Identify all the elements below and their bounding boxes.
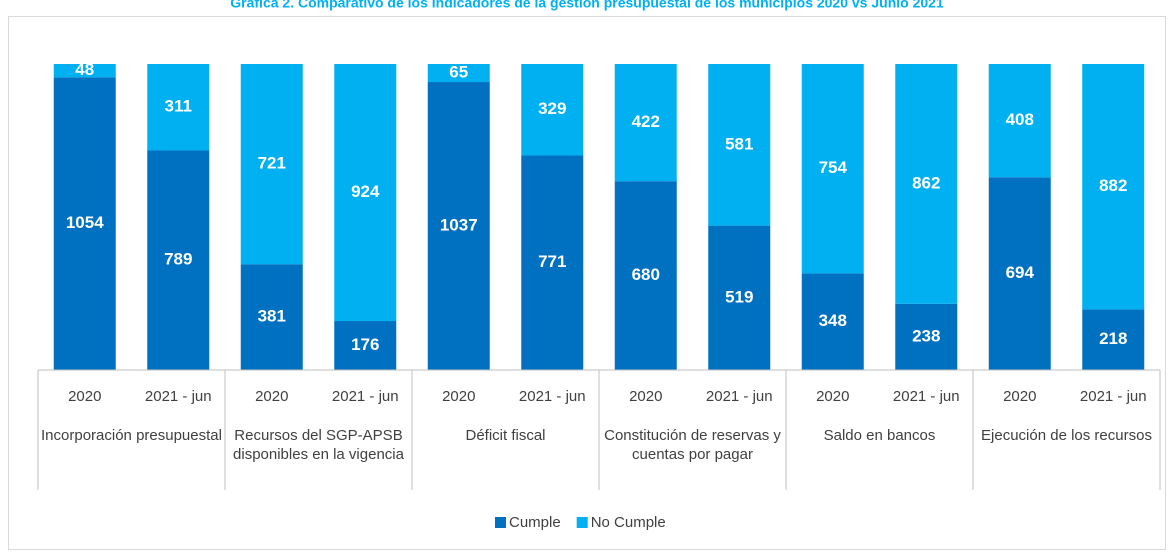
data-label: 408 <box>1006 110 1034 129</box>
bar-segment <box>614 181 677 370</box>
group-label: Incorporación presupuestal <box>41 427 222 444</box>
x-tick-label: 2020 <box>68 388 101 405</box>
x-tick-label: 2021 - jun <box>893 388 960 405</box>
bar-segment <box>240 64 303 265</box>
group-label: Constitución de reservas y cuentas por p… <box>604 427 781 463</box>
data-label: 218 <box>1099 329 1127 348</box>
data-label: 694 <box>1006 263 1035 282</box>
bar-segment <box>334 321 397 370</box>
group-label: Saldo en bancos <box>823 427 936 444</box>
legend-label: No Cumple <box>591 514 666 531</box>
bar-segment <box>895 303 958 370</box>
bar-segment <box>334 64 397 322</box>
bar-segment <box>895 64 958 304</box>
x-tick-label: 2021 - jun <box>1080 388 1147 405</box>
x-tick-label: 2020 <box>1003 388 1036 405</box>
bar-segment <box>708 225 771 370</box>
data-label: 1037 <box>440 216 478 235</box>
bar-segment <box>427 82 490 370</box>
data-label: 680 <box>632 265 660 284</box>
data-label: 422 <box>632 112 660 131</box>
bar-segment <box>147 150 210 370</box>
bar-segment <box>521 64 584 156</box>
group-label: Recursos del SGP-APSB disponibles en la … <box>233 427 404 463</box>
data-label: 348 <box>819 311 847 330</box>
bar-segment <box>988 177 1051 370</box>
legend-swatch <box>495 517 506 528</box>
data-label: 924 <box>351 182 380 201</box>
data-label: 754 <box>819 158 848 177</box>
x-tick-label: 2021 - jun <box>332 388 399 405</box>
data-label: 238 <box>912 326 940 345</box>
data-label: 771 <box>538 252 566 271</box>
bar-segment <box>801 273 864 370</box>
legend-swatch <box>576 517 588 528</box>
bar-segment <box>53 64 116 78</box>
bar-segment <box>53 77 116 370</box>
group-label: Déficit fiscal <box>465 427 546 444</box>
data-label: 381 <box>258 307 286 326</box>
x-tick-label: 2021 - jun <box>519 388 586 405</box>
x-tick-label: 2021 - jun <box>706 388 773 405</box>
data-label: 65 <box>449 63 468 82</box>
x-tick-label: 2020 <box>629 388 662 405</box>
bar-segment <box>1082 64 1145 310</box>
data-label: 311 <box>165 97 192 116</box>
bar-segment <box>614 64 677 182</box>
group-label: Ejecución de los recursos <box>981 427 1152 444</box>
bar-segment <box>1082 309 1145 370</box>
x-tick-label: 2020 <box>816 388 849 405</box>
data-label: 882 <box>1099 176 1127 195</box>
x-tick-label: 2021 - jun <box>145 388 212 405</box>
x-tick-label: 2020 <box>255 388 288 405</box>
data-label: 862 <box>912 173 940 192</box>
bar-segment <box>427 64 490 83</box>
data-label: 721 <box>258 154 286 173</box>
data-label: 329 <box>538 99 566 118</box>
legend-label: Cumple <box>509 514 561 531</box>
bar-segment <box>147 64 210 151</box>
chart-title: Gráfica 2. Comparativo de los indicadore… <box>230 0 944 11</box>
bar-segment <box>521 155 584 370</box>
data-label: 48 <box>75 60 94 79</box>
data-label: 789 <box>164 250 192 269</box>
x-tick-label: 2020 <box>442 388 475 405</box>
data-label: 519 <box>725 287 753 306</box>
data-label: 1054 <box>66 213 104 232</box>
bar-segment <box>988 64 1051 178</box>
bar-segment <box>708 64 771 226</box>
bar-segment <box>801 64 864 274</box>
data-label: 581 <box>725 134 753 153</box>
data-label: 176 <box>351 335 379 354</box>
bar-segment <box>240 264 303 370</box>
